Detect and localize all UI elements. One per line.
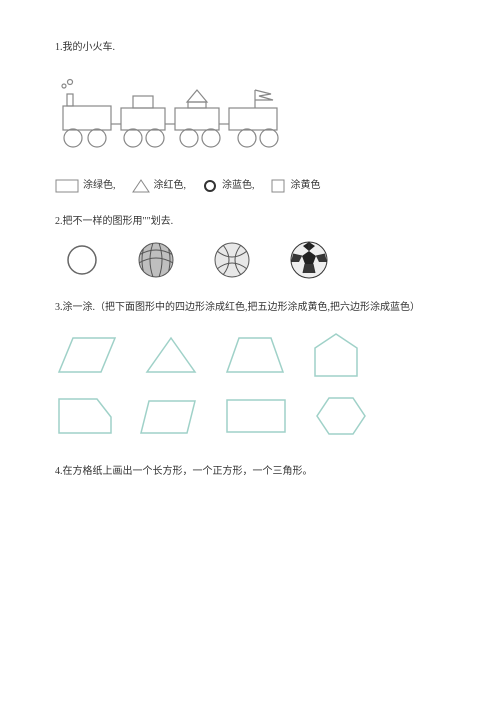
ball-soccer — [289, 240, 329, 280]
legend-triangle: 涂红色, — [132, 178, 187, 194]
rectangle-icon — [55, 179, 79, 193]
shape-pentagon-house — [311, 332, 361, 378]
shape-rectangle — [225, 396, 287, 436]
question-4: 4.在方格纸上画出一个长方形，一个正方形，一个三角形。 — [55, 464, 445, 480]
q1-title: 1.我的小火车. — [55, 40, 445, 56]
ball-volleyball-2 — [213, 241, 251, 279]
shape-hexagon — [313, 394, 369, 438]
q2-title: 2.把不一样的图形用""划去. — [55, 214, 445, 230]
legend-rectangle: 涂绿色, — [55, 178, 116, 194]
circle-icon — [202, 179, 218, 193]
legend-rect-label: 涂绿色, — [83, 178, 116, 194]
shape-rect-notch — [57, 395, 113, 437]
q1-legend: 涂绿色, 涂红色, 涂蓝色, 涂黄色 — [55, 178, 445, 194]
triangle-icon — [132, 179, 150, 193]
legend-square-label: 涂黄色 — [291, 178, 321, 194]
legend-circle-label: 涂蓝色, — [222, 178, 255, 194]
q4-title: 4.在方格纸上画出一个长方形，一个正方形，一个三角形。 — [55, 464, 445, 480]
shape-trapezoid-2 — [139, 395, 199, 437]
shape-trapezoid — [225, 334, 285, 376]
ball-volleyball-1 — [137, 241, 175, 279]
square-icon — [271, 179, 287, 193]
ball-plain-circle — [65, 243, 99, 277]
question-3: 3.涂一涂.（把下面图形中的四边形涂成红色,把五边形涂成黄色,把六边形涂成蓝色） — [55, 300, 445, 438]
shapes-row-2 — [55, 394, 445, 438]
balls-row — [55, 240, 445, 280]
legend-circle: 涂蓝色, — [202, 178, 255, 194]
question-1: 1.我的小火车. — [55, 40, 445, 194]
shapes-row-1 — [55, 332, 445, 378]
q3-title: 3.涂一涂.（把下面图形中的四边形涂成红色,把五边形涂成黄色,把六边形涂成蓝色） — [55, 300, 445, 316]
legend-tri-label: 涂红色, — [154, 178, 187, 194]
shape-parallelogram — [57, 334, 117, 376]
shape-triangle — [143, 334, 199, 376]
legend-square: 涂黄色 — [271, 178, 321, 194]
question-2: 2.把不一样的图形用""划去. — [55, 214, 445, 280]
train-image — [55, 72, 295, 150]
